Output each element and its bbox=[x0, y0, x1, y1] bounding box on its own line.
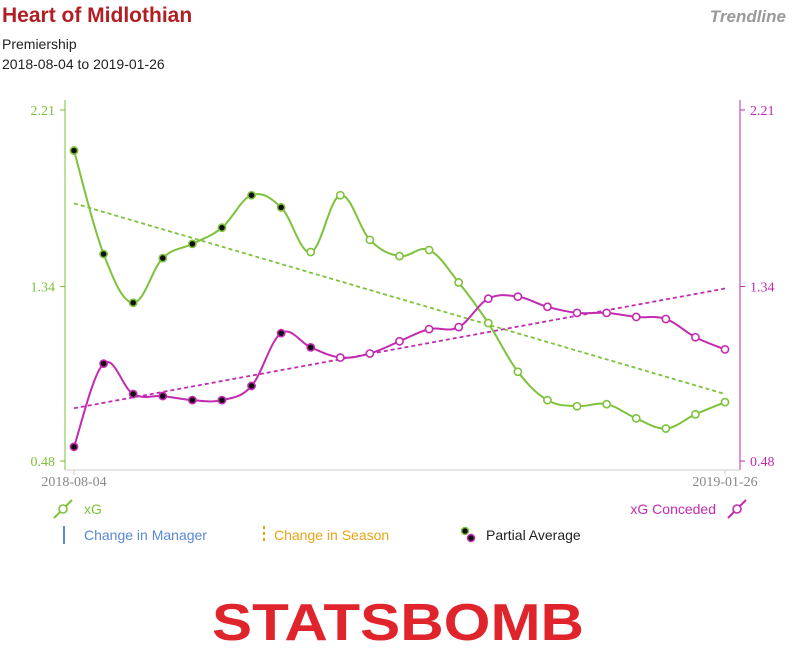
xg-conceded-point bbox=[691, 332, 700, 342]
x-tick-label-start: 2018-08-04 bbox=[41, 475, 106, 490]
xg-conceded-series-line bbox=[73, 294, 726, 448]
legend-season-label: Change in Season bbox=[274, 527, 390, 543]
xg-point bbox=[631, 413, 641, 423]
xg-conceded-point bbox=[365, 349, 375, 358]
xg-point bbox=[217, 223, 227, 233]
xg-conceded-point bbox=[454, 322, 464, 332]
xg-point bbox=[306, 247, 316, 257]
xg-conceded-point bbox=[572, 308, 582, 318]
xg-point bbox=[483, 318, 493, 328]
xg-point bbox=[661, 424, 671, 433]
legend-change-season[interactable]: Change in Season bbox=[262, 526, 389, 544]
xg-conceded-point bbox=[158, 391, 168, 401]
chart-mode-label: Trendline bbox=[709, 7, 786, 26]
xg-point bbox=[720, 397, 730, 407]
xg-point bbox=[187, 239, 197, 249]
xg-conceded-point bbox=[513, 292, 523, 302]
xg-legend-icon bbox=[53, 499, 73, 519]
competition-label: Premiership bbox=[2, 36, 77, 52]
y-tick-label-left: 2.21 bbox=[31, 104, 56, 119]
team-title: Heart of Midlothian bbox=[2, 4, 193, 27]
partial-average-icon bbox=[460, 526, 476, 543]
legend-xg-conceded-label: xG Conceded bbox=[630, 501, 716, 517]
xg-conceded-point bbox=[543, 302, 552, 312]
xg-conceded-point bbox=[335, 353, 345, 362]
legend-partial-average[interactable]: Partial Average bbox=[458, 524, 581, 546]
xg-conceded-point bbox=[424, 324, 434, 334]
statsbomb-logo-text: STATSBOMB bbox=[212, 594, 584, 646]
xg-point bbox=[69, 146, 79, 155]
xg-point bbox=[602, 399, 612, 409]
xg-point bbox=[691, 409, 700, 419]
xg-conceded-point bbox=[247, 381, 256, 391]
date-range-label: 2018-08-04 to 2019-01-26 bbox=[2, 56, 165, 72]
xg-conceded-point bbox=[187, 395, 197, 405]
x-tick-label-end: 2019-01-26 bbox=[692, 475, 757, 490]
y-tick-label-right: 1.34 bbox=[750, 281, 775, 296]
y-tick-label-right: 2.21 bbox=[750, 104, 775, 119]
xg-point bbox=[424, 245, 434, 255]
xg-conceded-point bbox=[99, 359, 108, 369]
legend-manager-label: Change in Manager bbox=[84, 527, 207, 543]
xg-conceded-legend-icon bbox=[727, 499, 747, 519]
xg-point bbox=[128, 298, 138, 308]
xg-point bbox=[454, 278, 464, 287]
xg-conceded-point bbox=[69, 442, 79, 452]
xg-conceded-trendline bbox=[73, 287, 726, 410]
xg-conceded-point bbox=[128, 389, 138, 399]
legend-xg[interactable]: xG bbox=[52, 498, 102, 520]
manager-line-icon bbox=[63, 526, 65, 544]
xg-conceded-point bbox=[395, 336, 404, 346]
xg-conceded-point bbox=[276, 328, 286, 338]
xg-conceded-point bbox=[306, 342, 316, 352]
legend-xg-conceded[interactable]: xG Conceded bbox=[630, 498, 748, 520]
statsbomb-logo: STATSBOMB bbox=[212, 594, 584, 646]
xg-point bbox=[99, 249, 108, 259]
xg-conceded-point bbox=[720, 345, 730, 354]
xg-conceded-point bbox=[602, 308, 612, 318]
xg-trendline bbox=[73, 202, 726, 395]
legend-partial-label: Partial Average bbox=[486, 527, 581, 543]
legend-xg-label: xG bbox=[84, 501, 102, 517]
y-tick-label-left: 1.34 bbox=[31, 281, 56, 296]
xg-point bbox=[543, 395, 552, 405]
season-line-icon bbox=[263, 526, 265, 544]
xg-conceded-point bbox=[661, 314, 671, 324]
xg-point bbox=[335, 190, 345, 200]
xg-point bbox=[572, 401, 582, 411]
xg-series-line bbox=[73, 150, 726, 430]
xg-conceded-point bbox=[217, 395, 227, 405]
y-tick-label-right: 0.48 bbox=[750, 455, 775, 470]
xg-point bbox=[158, 253, 168, 263]
y-tick-label-left: 0.48 bbox=[31, 455, 56, 470]
xg-point bbox=[365, 235, 375, 245]
legend-change-manager[interactable]: Change in Manager bbox=[62, 526, 207, 544]
xg-point bbox=[276, 202, 286, 212]
xg-point bbox=[513, 367, 523, 377]
xg-conceded-point bbox=[483, 294, 493, 304]
xg-point bbox=[247, 190, 256, 200]
xg-conceded-point bbox=[631, 312, 641, 322]
xg-point bbox=[395, 251, 404, 261]
